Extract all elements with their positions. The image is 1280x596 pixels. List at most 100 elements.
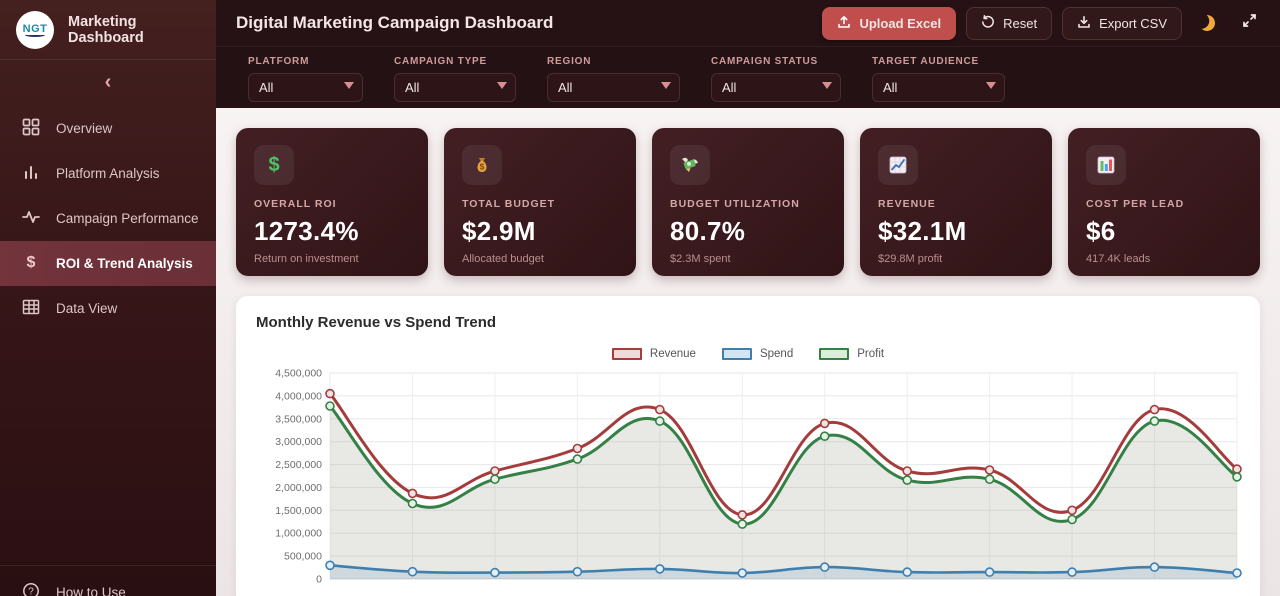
filter-target-audience: TARGET AUDIENCE All	[872, 56, 1005, 108]
spend-point	[902, 567, 913, 577]
profit-area	[330, 406, 1237, 579]
reset-button[interactable]: Reset	[966, 6, 1053, 40]
sidebar-item-how-to-use[interactable]: ? How to Use	[0, 566, 216, 596]
logo-text: NGT	[22, 22, 48, 35]
money-bag-icon: $	[462, 145, 502, 185]
svg-text:3,000,000: 3,000,000	[275, 436, 322, 448]
kpi-card-overall-roi: $ OVERALL ROI 1273.4% Return on investme…	[236, 128, 428, 276]
sidebar-item-roi-trend-analysis[interactable]: $ ROI & Trend Analysis	[0, 241, 216, 286]
revenue-point	[819, 418, 830, 429]
revenue-point	[737, 510, 748, 520]
main-content: $ OVERALL ROI 1273.4% Return on investme…	[216, 108, 1280, 596]
profit-point	[1067, 514, 1077, 525]
theme-toggle-button[interactable]	[1190, 7, 1224, 40]
legend-item-profit[interactable]: Profit	[819, 348, 884, 360]
filter-bar: PLATFORM All CAMPAIGN TYPE All REGION Al…	[216, 47, 1280, 108]
revenue-point	[654, 404, 665, 415]
kpi-subtext: 417.4K leads	[1086, 253, 1151, 265]
sidebar-item-label: Data View	[56, 301, 118, 316]
upload-excel-button[interactable]: Upload Excel	[822, 6, 957, 40]
kpi-label: REVENUE	[878, 198, 936, 210]
page-title: Digital Marketing Campaign Dashboard	[236, 13, 554, 32]
spend-point	[1067, 567, 1077, 577]
campaign-type-select[interactable]: All	[394, 73, 516, 102]
kpi-row: $ OVERALL ROI 1273.4% Return on investme…	[236, 128, 1260, 276]
svg-text:?: ?	[28, 586, 34, 596]
sidebar-item-label: Overview	[56, 121, 113, 136]
bar-chart-icon	[22, 163, 40, 184]
revenue-point	[902, 466, 913, 476]
revenue-point	[325, 388, 335, 399]
brand-title: Marketing Dashboard	[68, 13, 144, 46]
sidebar-item-campaign-performance[interactable]: Campaign Performance	[0, 196, 216, 241]
sidebar-footer: ? How to Use	[0, 565, 216, 596]
kpi-card-total-budget: $ TOTAL BUDGET $2.9M Allocated budget	[444, 128, 636, 276]
grid-icon	[22, 118, 40, 139]
kpi-value: $2.9M	[462, 216, 536, 246]
filter-campaign-status: CAMPAIGN STATUS All	[711, 56, 841, 108]
spend-point	[1149, 562, 1160, 572]
kpi-card-revenue: REVENUE $32.1M $29.8M profit	[860, 128, 1052, 276]
spend-point	[819, 562, 830, 572]
spend-point	[572, 566, 583, 577]
svg-text:4,500,000: 4,500,000	[275, 368, 322, 380]
export-csv-label: Export CSV	[1099, 15, 1167, 31]
upload-icon	[837, 15, 851, 32]
spend-line	[328, 564, 1239, 575]
legend-item-spend[interactable]: Spend	[721, 348, 794, 360]
spend-point	[984, 567, 995, 577]
sidebar-nav: Overview Platform Analysis Campaign Perf…	[0, 106, 216, 331]
dollar-icon: $	[22, 253, 40, 274]
moon-icon	[1197, 13, 1217, 33]
svg-text:3,500,000: 3,500,000	[275, 413, 322, 425]
sidebar-item-label: ROI & Trend Analysis	[56, 256, 193, 271]
filter-platform: PLATFORM All	[248, 56, 363, 108]
sidebar-collapse-icon[interactable]: ‹	[104, 71, 112, 93]
svg-text:$: $	[27, 254, 36, 271]
filter-region: REGION All	[547, 56, 680, 108]
kpi-card-budget-utilization: BUDGET UTILIZATION 80.7% $2.3M spent	[652, 128, 844, 276]
platform-select[interactable]: All	[248, 73, 363, 102]
campaign-status-select[interactable]: All	[711, 73, 841, 102]
sidebar-item-overview[interactable]: Overview	[0, 106, 216, 151]
legend-label: Revenue	[649, 348, 696, 360]
legend-item-revenue[interactable]: Revenue	[611, 348, 696, 360]
kpi-label: BUDGET UTILIZATION	[670, 198, 800, 210]
sidebar-item-data-view[interactable]: Data View	[0, 286, 216, 331]
revenue-swatch	[611, 348, 642, 360]
export-csv-button[interactable]: Export CSV	[1062, 6, 1182, 40]
chart-legend: Revenue Spend Profit	[256, 348, 1240, 360]
svg-text:1,000,000: 1,000,000	[275, 528, 322, 540]
kpi-value: 80.7%	[670, 216, 746, 246]
revenue-point	[1232, 464, 1242, 474]
kpi-label: TOTAL BUDGET	[462, 198, 556, 210]
legend-label: Spend	[759, 348, 794, 360]
kpi-label: COST PER LEAD	[1086, 198, 1185, 210]
logo-swoosh	[25, 33, 45, 37]
spend-swatch	[721, 348, 752, 360]
spend-point	[737, 568, 748, 578]
money-with-wings-icon	[670, 145, 710, 185]
target-audience-select[interactable]: All	[872, 73, 1005, 102]
dollar-icon: $	[254, 145, 294, 185]
trend-chart-card: Monthly Revenue vs Spend Trend Revenue S…	[236, 296, 1260, 596]
profit-point	[902, 475, 913, 485]
kpi-value: $6	[1086, 216, 1116, 246]
revenue-point	[407, 488, 418, 499]
revenue-point	[1067, 505, 1077, 516]
sidebar-item-platform-analysis[interactable]: Platform Analysis	[0, 151, 216, 196]
brand-row: NGT Marketing Dashboard	[0, 0, 216, 60]
region-select[interactable]: All	[547, 73, 680, 102]
profit-swatch	[819, 348, 850, 360]
fullscreen-button[interactable]	[1232, 7, 1266, 40]
kpi-value: $32.1M	[878, 216, 967, 246]
sidebar-item-label: Campaign Performance	[56, 211, 199, 226]
bar-chart-emoji-icon	[1086, 145, 1126, 185]
revenue-point	[490, 466, 500, 476]
svg-text:0: 0	[316, 574, 322, 586]
profit-point	[1149, 416, 1160, 426]
reset-icon	[981, 14, 995, 32]
profit-point	[490, 474, 500, 484]
spend-point	[654, 564, 665, 574]
svg-text:1,500,000: 1,500,000	[275, 505, 322, 517]
